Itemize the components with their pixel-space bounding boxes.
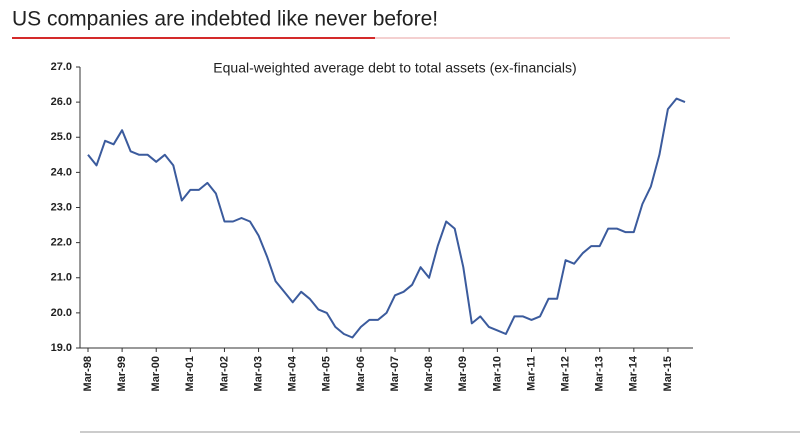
y-tick-label: 24.0 — [51, 166, 72, 178]
x-tick-label: Mar-09 — [457, 356, 469, 391]
x-tick-label: Mar-06 — [355, 356, 367, 391]
y-tick-label: 27.0 — [51, 61, 72, 73]
x-tick-label: Mar-08 — [423, 356, 435, 391]
x-tick-label: Mar-04 — [287, 355, 299, 391]
y-tick-label: 25.0 — [51, 131, 72, 143]
y-tick-label: 22.0 — [51, 237, 72, 249]
x-tick-label: Mar-11 — [525, 356, 537, 391]
x-tick-label: Mar-01 — [184, 356, 196, 391]
chart-subtitle: Equal-weighted average debt to total ass… — [213, 60, 576, 76]
x-tick-label: Mar-12 — [560, 356, 572, 391]
x-tick-label: Mar-05 — [321, 356, 333, 391]
chart-title: US companies are indebted like never bef… — [12, 8, 438, 31]
line-series — [87, 97, 686, 339]
x-tick-label: Mar-07 — [389, 356, 401, 391]
y-tick-label: 23.0 — [51, 201, 72, 213]
y-tick-label: 26.0 — [51, 96, 72, 108]
x-tick-label: Mar-02 — [218, 356, 230, 391]
x-tick-label: Mar-03 — [252, 356, 264, 391]
x-tick-label: Mar-00 — [150, 356, 162, 391]
y-tick-label: 21.0 — [51, 272, 72, 284]
y-tick-label: 19.0 — [51, 342, 72, 354]
y-tick-label: 20.0 — [51, 307, 72, 319]
x-tick-label: Mar-15 — [662, 356, 674, 391]
x-tick-label: Mar-10 — [491, 356, 503, 391]
x-tick-label: Mar-13 — [594, 356, 606, 391]
x-tick-label: Mar-99 — [116, 356, 128, 391]
x-tick-label: Mar-14 — [628, 355, 640, 391]
x-tick-label: Mar-98 — [82, 356, 94, 391]
